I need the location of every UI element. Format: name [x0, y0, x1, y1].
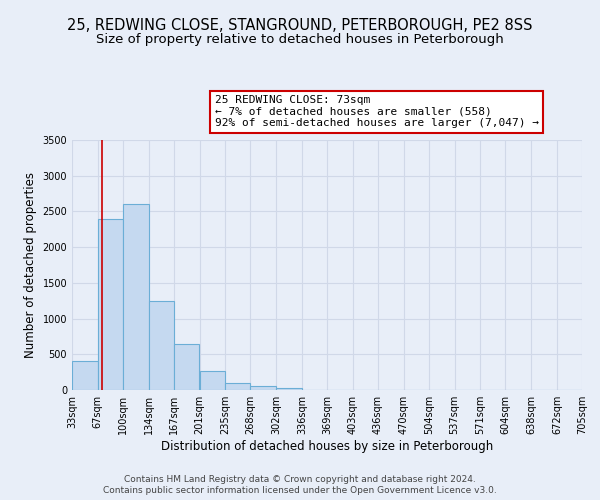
Y-axis label: Number of detached properties: Number of detached properties [24, 172, 37, 358]
Bar [250, 386, 276, 390]
Bar [226, 383, 250, 390]
Text: 25 REDWING CLOSE: 73sqm
← 7% of detached houses are smaller (558)
92% of semi-de: 25 REDWING CLOSE: 73sqm ← 7% of detached… [215, 95, 539, 128]
Text: Size of property relative to detached houses in Peterborough: Size of property relative to detached ho… [96, 32, 504, 46]
X-axis label: Distribution of detached houses by size in Peterborough: Distribution of detached houses by size … [161, 440, 493, 453]
Bar [276, 388, 302, 390]
Bar [173, 344, 199, 390]
Text: 25, REDWING CLOSE, STANGROUND, PETERBOROUGH, PE2 8SS: 25, REDWING CLOSE, STANGROUND, PETERBORO… [67, 18, 533, 32]
Bar [199, 372, 226, 390]
Bar [123, 204, 149, 390]
Text: Contains HM Land Registry data © Crown copyright and database right 2024.: Contains HM Land Registry data © Crown c… [124, 475, 476, 484]
Bar [98, 218, 123, 390]
Bar [149, 300, 173, 390]
Text: Contains public sector information licensed under the Open Government Licence v3: Contains public sector information licen… [103, 486, 497, 495]
Bar [72, 362, 98, 390]
